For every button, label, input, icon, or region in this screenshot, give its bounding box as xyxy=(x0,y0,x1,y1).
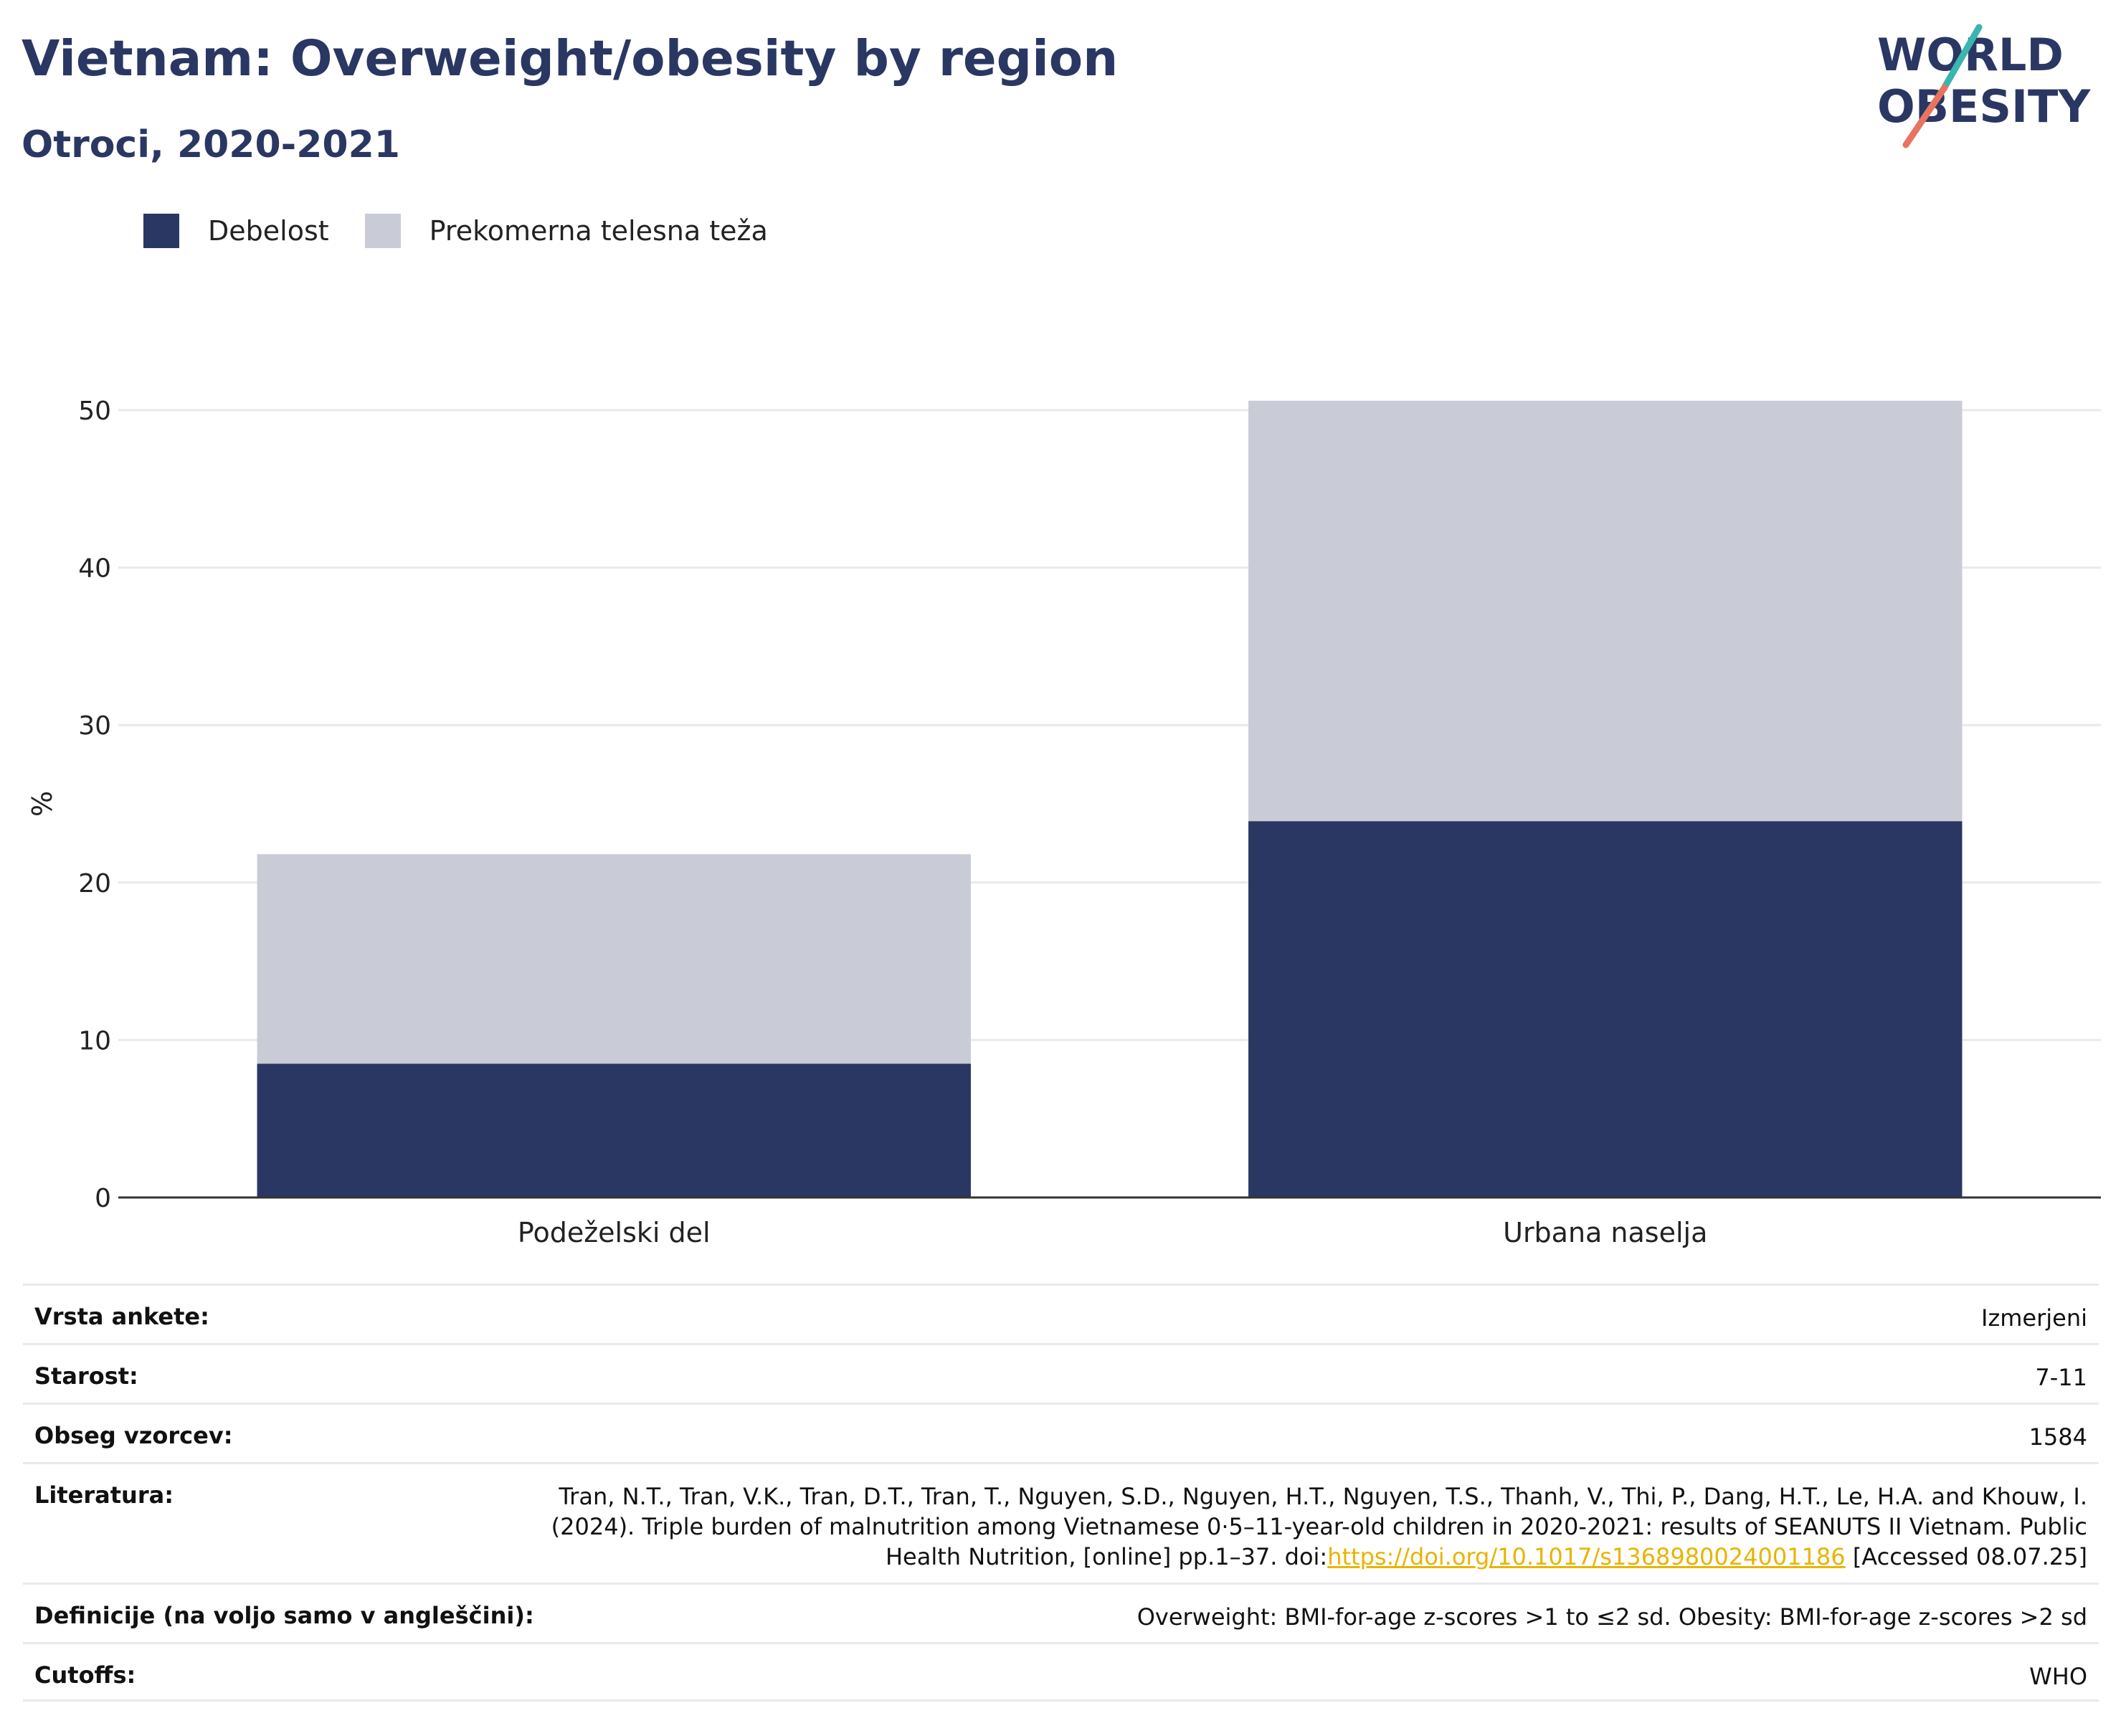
bar-podezelski-debelost xyxy=(257,1063,971,1197)
info-value: Izmerjeni xyxy=(1981,1303,2087,1343)
info-row: Literatura: Tran, N.T., Tran, V.K., Tran,… xyxy=(23,1462,2099,1583)
info-value-text: Tran, N.T., Tran, V.K., Tran, D.T., Tran… xyxy=(551,1483,2087,1570)
info-value: WHO xyxy=(2029,1661,2087,1699)
info-value: Tran, N.T., Tran, V.K., Tran, D.T., Tran… xyxy=(546,1481,2087,1583)
page-title: Vietnam: Overweight/obesity by region xyxy=(22,30,1119,87)
info-value-suffix: [Accessed 08.07.25] xyxy=(1845,1543,2087,1570)
info-value-text: WHO xyxy=(2029,1663,2087,1690)
y-tick-label-0: 0 xyxy=(95,1184,111,1213)
info-value: 1584 xyxy=(2029,1422,2087,1462)
bar-chart: 0 10 20 30 40 50% Podeželski del Urbana naselja xyxy=(0,359,2121,1248)
y-axis-label: % xyxy=(27,791,58,817)
info-row: Vrsta ankete: Izmerjeni xyxy=(23,1284,2099,1343)
info-value: Overweight: BMI-for-age z-scores >1 to ≤… xyxy=(1137,1602,2087,1642)
chart-legend: Debelost Prekomerna telesna teža xyxy=(143,214,804,248)
y-tick-label-30: 30 xyxy=(78,711,111,741)
bar-urbana-debelost xyxy=(1248,821,1963,1197)
legend-item-prekomerna[interactable]: Prekomerna telesna teža xyxy=(364,214,768,248)
info-label: Cutoffs: xyxy=(34,1661,136,1689)
info-row: Obseg vzorcev: 1584 xyxy=(23,1403,2099,1462)
page-subtitle: Otroci, 2020-2021 xyxy=(22,123,400,166)
world-obesity-logo-graphic: WORLD OBESITY xyxy=(1877,24,2091,148)
legend-swatch-prekomerna xyxy=(364,214,401,248)
bar-urbana-prekomerna xyxy=(1248,400,1963,822)
info-table: Vrsta ankete: Izmerjeni Starost: 7-11 Obseg … xyxy=(23,1284,2099,1702)
info-label: Vrsta ankete: xyxy=(34,1303,209,1330)
legend-item-debelost[interactable]: Debelost xyxy=(143,214,329,248)
info-label: Starost: xyxy=(34,1362,138,1390)
bar-chart-svg: 0 10 20 30 40 50% Podeželski del Urbana naselja xyxy=(27,397,2101,1248)
y-tick-label-20: 20 xyxy=(78,869,111,898)
world-obesity-logo: WORLD OBESITY xyxy=(1864,22,2108,151)
info-value-text: Izmerjeni xyxy=(1981,1304,2087,1332)
x-tick-label-urbana: Urbana naselja xyxy=(1503,1217,1707,1248)
info-label: Obseg vzorcev: xyxy=(34,1422,233,1449)
info-row: Definicije (na voljo samo v angleščini):… xyxy=(23,1583,2099,1642)
legend-label-prekomerna: Prekomerna telesna teža xyxy=(429,215,768,247)
info-row: Cutoffs: WHO xyxy=(23,1642,2099,1702)
legend-label-debelost: Debelost xyxy=(208,215,329,247)
info-row: Starost: 7-11 xyxy=(23,1343,2099,1403)
y-tick-label-50: 50 xyxy=(78,397,111,426)
info-value-text: Overweight: BMI-for-age z-scores >1 to ≤… xyxy=(1137,1603,2087,1631)
y-tick-label-10: 10 xyxy=(78,1026,111,1056)
info-value-text: 1584 xyxy=(2029,1423,2087,1451)
info-label: Literatura: xyxy=(34,1481,174,1509)
logo-line2: OBESITY xyxy=(1877,80,2091,133)
reference-doi-link[interactable]: https://doi.org/10.1017/s136898002400118… xyxy=(1327,1543,1846,1570)
info-value-text: 7-11 xyxy=(2035,1364,2087,1391)
info-label: Definicije (na voljo samo v angleščini): xyxy=(34,1602,534,1629)
bar-podezelski-prekomerna xyxy=(257,854,971,1064)
info-value: 7-11 xyxy=(2035,1362,2087,1403)
legend-swatch-debelost xyxy=(143,214,179,248)
y-tick-label-40: 40 xyxy=(78,554,111,584)
x-tick-label-podezelski: Podeželski del xyxy=(518,1217,711,1248)
